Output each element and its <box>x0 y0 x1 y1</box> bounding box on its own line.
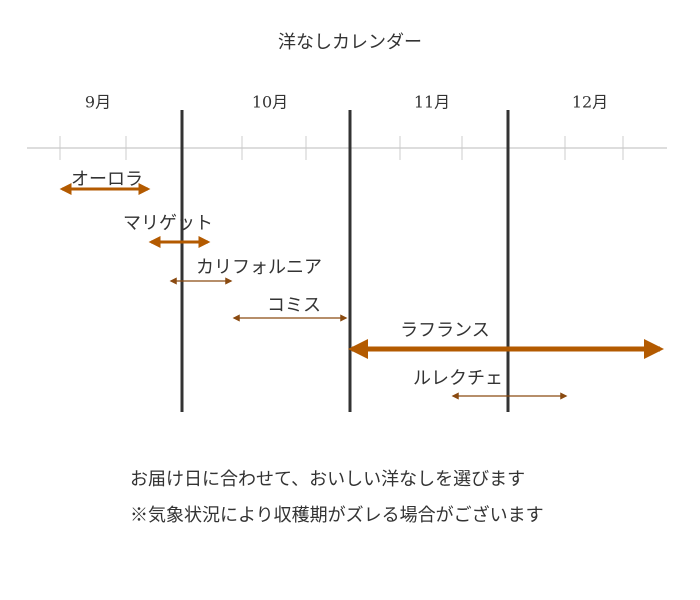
variety-label: マリゲット <box>123 213 213 234</box>
month-label: 10月 <box>252 93 288 112</box>
ticks <box>59 136 624 160</box>
note: お届け日に合わせて、おいしい洋なしを選びます <box>130 469 525 490</box>
variety-label: コミス <box>267 295 321 316</box>
variety-label: オーロラ <box>71 169 143 190</box>
month-label: 11月 <box>414 93 450 112</box>
variety-label: ルレクチェ <box>413 368 503 389</box>
variety-label: ラフランス <box>400 320 490 341</box>
month-label: 12月 <box>572 93 608 112</box>
title: 洋なしカレンダー <box>278 32 422 53</box>
variety-label: カリフォルニア <box>196 257 322 278</box>
note: ※気象状況により収穫期がズレる場合がございます <box>130 504 544 526</box>
month-label: 9月 <box>85 93 111 112</box>
